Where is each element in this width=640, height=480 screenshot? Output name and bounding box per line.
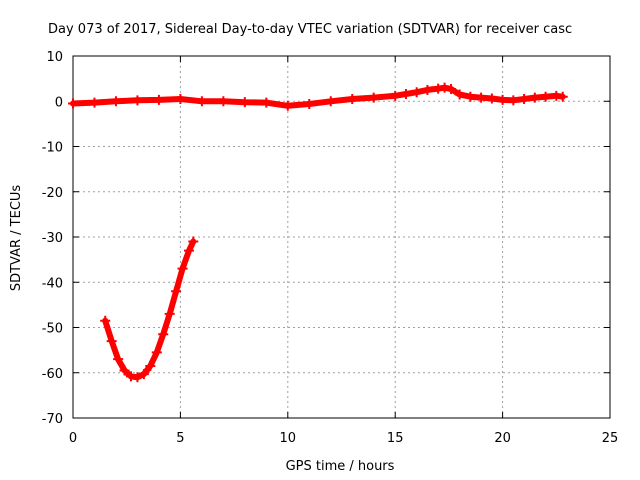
data-point	[218, 96, 229, 107]
data-point	[486, 93, 497, 104]
data-point	[164, 308, 175, 319]
x-tick-label: 25	[602, 431, 619, 446]
data-point	[110, 96, 121, 107]
x-axis-title: GPS time / hours	[286, 459, 395, 474]
data-point	[239, 97, 250, 108]
y-tick-label: -50	[42, 322, 63, 337]
y-tick-label: -20	[42, 186, 63, 201]
data-point	[557, 91, 568, 102]
data-series	[68, 82, 568, 383]
data-point	[153, 94, 164, 105]
axis-ticks: 0 5 10 15 20 25 10 0 -10 -20 -30 -40 -50 -60 -70	[42, 50, 619, 446]
y-tick-label: -30	[42, 231, 63, 246]
y-axis-title: SDTVAR / TECUs	[9, 185, 24, 292]
y-tick-label: 0	[55, 95, 63, 110]
data-point	[325, 96, 336, 107]
data-point	[282, 100, 293, 111]
data-point	[476, 92, 487, 103]
series-1	[68, 82, 568, 111]
x-tick-label: 15	[387, 431, 404, 446]
data-point	[411, 87, 422, 98]
data-point	[177, 263, 188, 274]
data-point	[446, 84, 457, 95]
data-point	[151, 347, 162, 358]
data-point	[519, 93, 530, 104]
data-point	[100, 315, 111, 326]
data-point	[183, 245, 194, 256]
y-tick-label: -10	[42, 141, 63, 156]
data-point	[196, 96, 207, 107]
data-point	[497, 94, 508, 105]
data-point	[132, 95, 143, 106]
data-point	[508, 95, 519, 106]
data-point	[145, 360, 156, 371]
data-point	[400, 89, 411, 100]
data-point	[540, 91, 551, 102]
data-point	[175, 93, 186, 104]
data-point	[132, 372, 143, 383]
data-point	[368, 92, 379, 103]
data-point	[89, 97, 100, 108]
data-point	[529, 92, 540, 103]
y-tick-label: -70	[42, 412, 63, 427]
data-point	[113, 354, 124, 365]
grid	[73, 56, 610, 418]
data-point	[261, 97, 272, 108]
data-point	[347, 93, 358, 104]
data-point	[158, 329, 169, 340]
data-point	[171, 286, 182, 297]
data-point	[138, 369, 149, 380]
data-point	[390, 90, 401, 101]
y-tick-label: 10	[46, 50, 63, 65]
y-tick-label: -60	[42, 367, 63, 382]
data-point	[422, 84, 433, 95]
x-tick-label: 5	[176, 431, 184, 446]
data-point	[439, 82, 450, 93]
chart-title: Day 073 of 2017, Sidereal Day-to-day VTE…	[48, 22, 572, 37]
series-2	[100, 236, 199, 383]
data-point	[106, 336, 117, 347]
data-point	[465, 91, 476, 102]
x-tick-label: 10	[280, 431, 297, 446]
x-tick-label: 0	[69, 431, 77, 446]
data-point	[119, 365, 130, 376]
series-line	[70, 84, 566, 109]
data-point	[68, 98, 78, 109]
data-point	[454, 89, 465, 100]
data-point	[188, 236, 199, 247]
y-tick-label: -40	[42, 276, 63, 291]
data-point	[304, 98, 315, 109]
x-tick-label: 20	[494, 431, 511, 446]
